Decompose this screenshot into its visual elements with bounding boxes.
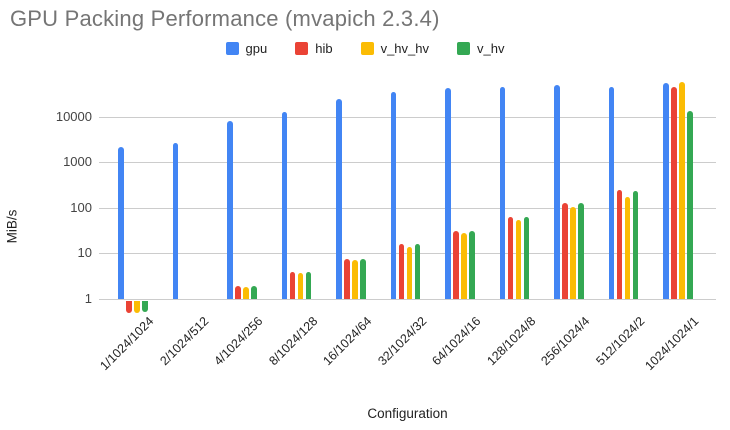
- bar-v_hv_hv-4/1024/256[interactable]: [243, 287, 249, 299]
- legend-item-v_hv[interactable]: v_hv: [457, 41, 504, 56]
- x-axis-title: Configuration: [367, 406, 448, 421]
- x-tick-label-4/1024/256: 4/1024/256: [211, 314, 266, 369]
- x-tick-label-128/1024/8: 128/1024/8: [484, 314, 539, 369]
- bar-hib-128/1024/8[interactable]: [507, 216, 514, 299]
- gridline-y-1: [99, 299, 716, 300]
- x-tick-label-512/1024/2: 512/1024/2: [593, 314, 648, 369]
- bar-gpu-4/1024/256[interactable]: [227, 120, 233, 299]
- legend-label-v_hv_hv: v_hv_hv: [380, 41, 429, 56]
- legend-item-hib[interactable]: hib: [295, 41, 333, 56]
- bar-gpu-32/1024/32[interactable]: [390, 91, 397, 299]
- gridline-y-100: [99, 207, 716, 209]
- legend-item-v_hv_hv[interactable]: v_hv_hv: [360, 41, 429, 56]
- legend-swatch-gpu: [225, 42, 239, 55]
- bar-gpu-8/1024/128[interactable]: [281, 111, 288, 299]
- bar-gpu-2/1024/512[interactable]: [172, 142, 179, 299]
- bar-v_hv-4/1024/256[interactable]: [251, 286, 257, 299]
- y-tick-label-1: 1: [84, 291, 92, 306]
- legend-label-hib: hib: [315, 41, 333, 56]
- legend-swatch-v_hv: [457, 42, 470, 55]
- bar-v_hv-64/1024/16[interactable]: [469, 230, 475, 299]
- bar-v_hv-1024/1024/1[interactable]: [687, 110, 693, 299]
- x-tick-label-8/1024/128: 8/1024/128: [266, 314, 321, 369]
- bar-hib-8/1024/128[interactable]: [289, 272, 296, 299]
- bar-v_hv-16/1024/64[interactable]: [360, 258, 366, 299]
- chart-title: GPU Packing Performance (mvapich 2.3.4): [10, 6, 440, 31]
- y-tick-label-10000: 10000: [55, 108, 92, 124]
- x-tick-label-1024/1024/1: 1024/1024/1: [642, 314, 702, 374]
- legend-label-v_hv: v_hv: [477, 41, 505, 56]
- bar-v_hv-1/1024/1024[interactable]: [142, 300, 148, 312]
- legend-item-gpu[interactable]: gpu: [225, 41, 268, 56]
- y-tick-label-100: 100: [70, 199, 92, 215]
- bar-gpu-1024/1024/1[interactable]: [663, 83, 669, 299]
- bar-hib-256/1024/4[interactable]: [562, 202, 568, 299]
- gridline-y-1000: [99, 162, 716, 164]
- bar-v_hv_hv-256/1024/4[interactable]: [570, 207, 576, 299]
- legend-swatch-hib: [295, 42, 309, 55]
- gridline-y-10000: [99, 116, 716, 118]
- x-tick-label-64/1024/16: 64/1024/16: [429, 314, 484, 369]
- legend-label-gpu: gpu: [245, 41, 268, 56]
- x-tick-label-2/1024/512: 2/1024/512: [157, 314, 212, 369]
- bar-gpu-128/1024/8[interactable]: [499, 86, 506, 299]
- x-tick-label-1/1024/1024: 1/1024/1024: [97, 314, 157, 374]
- bar-v_hv-256/1024/4[interactable]: [578, 203, 584, 299]
- bar-gpu-256/1024/4[interactable]: [554, 85, 560, 299]
- bar-gpu-512/1024/2[interactable]: [608, 86, 615, 299]
- bar-hib-64/1024/16[interactable]: [453, 230, 459, 299]
- bar-hib-4/1024/256[interactable]: [235, 286, 241, 299]
- bar-gpu-16/1024/64[interactable]: [336, 99, 342, 299]
- bar-v_hv-512/1024/2[interactable]: [632, 191, 639, 299]
- legend-swatch-v_hv_hv: [360, 42, 374, 55]
- bar-gpu-64/1024/16[interactable]: [445, 87, 451, 299]
- bar-hib-32/1024/32[interactable]: [398, 244, 405, 299]
- bar-gpu-1/1024/1024[interactable]: [118, 146, 124, 299]
- bar-v_hv_hv-512/1024/2[interactable]: [624, 196, 631, 299]
- bar-v_hv_hv-16/1024/64[interactable]: [352, 260, 358, 299]
- y-tick-label-1000: 1000: [63, 154, 92, 170]
- bar-v_hv-8/1024/128[interactable]: [305, 272, 312, 299]
- bar-v_hv-32/1024/32[interactable]: [414, 244, 421, 299]
- bar-v_hv_hv-8/1024/128[interactable]: [297, 273, 304, 299]
- x-tick-label-32/1024/32: 32/1024/32: [375, 314, 430, 369]
- x-tick-label-16/1024/64: 16/1024/64: [320, 314, 375, 369]
- bar-v_hv_hv-1024/1024/1[interactable]: [679, 82, 685, 299]
- bar-v_hv_hv-32/1024/32[interactable]: [406, 246, 413, 299]
- bar-v_hv-128/1024/8[interactable]: [523, 217, 530, 299]
- bar-hib-1024/1024/1[interactable]: [671, 87, 677, 299]
- bar-hib-1/1024/1024[interactable]: [126, 300, 132, 313]
- bar-v_hv_hv-128/1024/8[interactable]: [515, 220, 522, 299]
- chart-legend: gpu hib v_hv_hv v_hv: [0, 41, 730, 56]
- bar-hib-512/1024/2[interactable]: [616, 189, 623, 299]
- bar-v_hv_hv-1/1024/1024[interactable]: [134, 300, 140, 313]
- bar-hib-16/1024/64[interactable]: [344, 258, 350, 299]
- x-tick-label-256/1024/4: 256/1024/4: [538, 314, 593, 369]
- y-tick-label-10: 10: [77, 245, 92, 261]
- bar-v_hv_hv-64/1024/16[interactable]: [461, 233, 467, 299]
- y-axis-title: MiB/s: [4, 209, 20, 244]
